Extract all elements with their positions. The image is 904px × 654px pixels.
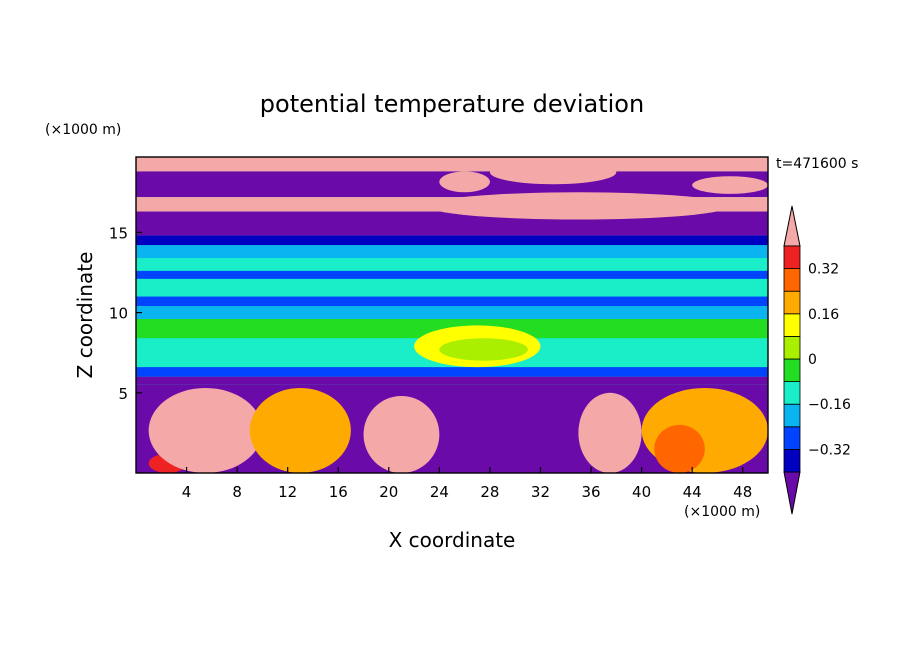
x-axis-title: X coordinate [389,528,516,552]
x-tick-label: 24 [430,483,449,501]
x-tick-label: 32 [531,483,550,501]
x-tick-label: 16 [329,483,348,501]
field-band [136,157,768,172]
field-band [136,306,768,320]
field-region [426,192,731,220]
x-tick-label: 40 [632,483,651,501]
field-band [136,270,768,279]
field-band [136,258,768,271]
colorbar-swatch [783,403,801,428]
y-axis: 5 10 15 [109,224,142,403]
y-unit-label: (×1000 m) [45,122,121,138]
y-axis-title: Z coordinate [73,252,97,379]
colorbar-extend-high [783,205,801,247]
y-tick-label: 10 [109,305,128,323]
colorbar-swatch [783,335,801,360]
field-region [692,176,768,194]
field-region [439,171,490,193]
colorbar-tick-label: 0.32 [808,262,839,278]
colorbar-tick-label: 0.16 [808,307,839,323]
x-tick-label: 12 [278,483,297,501]
plot-frame [135,156,769,474]
colorbar-swatch [783,245,801,270]
colorbar-swatch [783,268,801,292]
colorbar-tick-label: 0 [808,352,817,368]
x-tick-label: 28 [480,483,499,501]
x-unit-label: (×1000 m) [684,504,760,520]
field-region [439,338,528,361]
y-tick-label: 15 [109,224,128,242]
field-band [136,367,768,377]
x-tick-label: 20 [379,483,398,501]
field-band [136,278,768,297]
field-region [489,160,617,185]
colorbar-swatch [783,358,801,383]
x-tick-label: 36 [581,483,600,501]
colorbar-swatch [783,313,801,337]
x-tick-label: 4 [182,483,192,501]
y-tick-label: 5 [118,385,128,403]
field-region [363,396,440,473]
field-region [578,392,642,473]
field-band [136,296,768,307]
chart-title: potential temperature deviation [260,90,644,118]
field-region [654,424,705,473]
time-label: t=471600 s [776,156,858,172]
colorbar-swatch [783,448,801,473]
colorbar-swatch [783,290,801,315]
x-tick-label: 44 [683,483,702,501]
colorbar: 0.32 0.16 0 −0.16 −0.32 [783,205,851,515]
colorbar-tick-label: −0.32 [808,442,851,458]
temperature-field [136,157,768,473]
field-region [148,387,263,473]
field-band [136,376,768,385]
field-band [136,235,768,246]
colorbar-tick-label: −0.16 [808,397,851,413]
colorbar-swatch [783,381,801,405]
plot-area [135,156,769,474]
x-axis: 4 8 12 16 20 24 28 32 36 40 44 48 [182,467,752,501]
field-region [249,387,351,473]
x-tick-label: 48 [733,483,752,501]
x-tick-label: 8 [232,483,242,501]
field-band [136,245,768,259]
colorbar-swatch [783,426,801,450]
colorbar-extend-low [783,471,801,515]
